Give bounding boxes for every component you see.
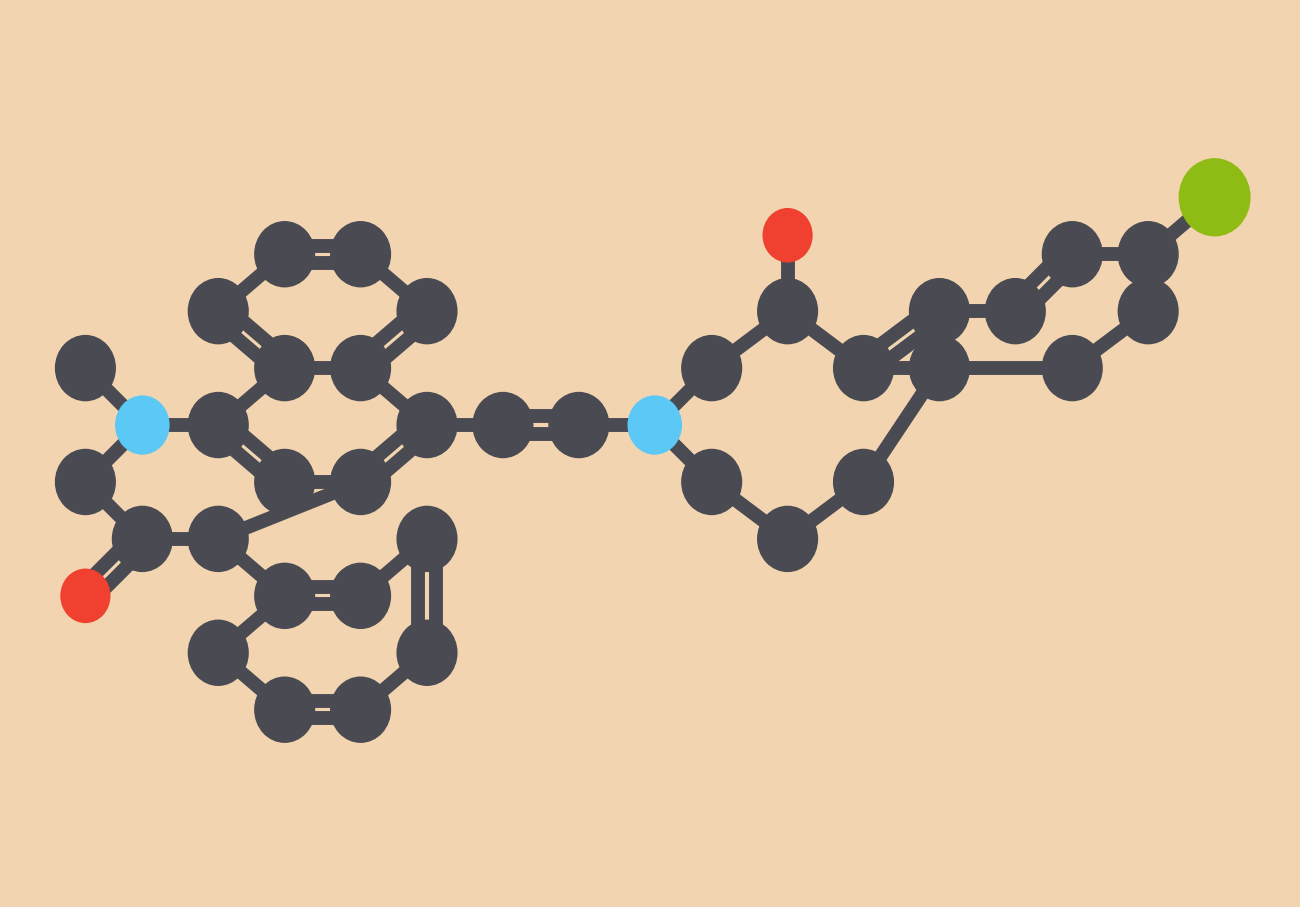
Ellipse shape: [549, 392, 610, 458]
Ellipse shape: [833, 449, 894, 515]
Ellipse shape: [833, 335, 894, 401]
Ellipse shape: [1179, 158, 1251, 237]
Ellipse shape: [187, 619, 248, 686]
Ellipse shape: [330, 677, 391, 743]
Ellipse shape: [330, 449, 391, 515]
Ellipse shape: [628, 395, 682, 454]
Ellipse shape: [116, 395, 169, 454]
Ellipse shape: [1041, 221, 1102, 288]
Ellipse shape: [763, 208, 812, 262]
Ellipse shape: [187, 506, 248, 572]
Ellipse shape: [112, 506, 173, 572]
Ellipse shape: [55, 335, 116, 401]
Ellipse shape: [55, 449, 116, 515]
Ellipse shape: [757, 278, 818, 345]
Ellipse shape: [757, 506, 818, 572]
Ellipse shape: [187, 392, 248, 458]
Ellipse shape: [254, 449, 315, 515]
Ellipse shape: [330, 335, 391, 401]
Ellipse shape: [396, 619, 458, 686]
Ellipse shape: [254, 677, 315, 743]
Ellipse shape: [396, 506, 458, 572]
Ellipse shape: [681, 449, 742, 515]
Ellipse shape: [396, 392, 458, 458]
Ellipse shape: [254, 221, 315, 288]
Ellipse shape: [60, 569, 110, 623]
Ellipse shape: [187, 278, 248, 345]
Ellipse shape: [254, 335, 315, 401]
Ellipse shape: [909, 278, 970, 345]
Ellipse shape: [681, 335, 742, 401]
Ellipse shape: [1118, 221, 1179, 288]
Ellipse shape: [985, 278, 1046, 345]
Ellipse shape: [396, 278, 458, 345]
Ellipse shape: [254, 562, 315, 629]
Ellipse shape: [909, 335, 970, 401]
Ellipse shape: [1118, 278, 1179, 345]
Ellipse shape: [330, 221, 391, 288]
Ellipse shape: [330, 562, 391, 629]
Ellipse shape: [1041, 335, 1102, 401]
Ellipse shape: [472, 392, 533, 458]
